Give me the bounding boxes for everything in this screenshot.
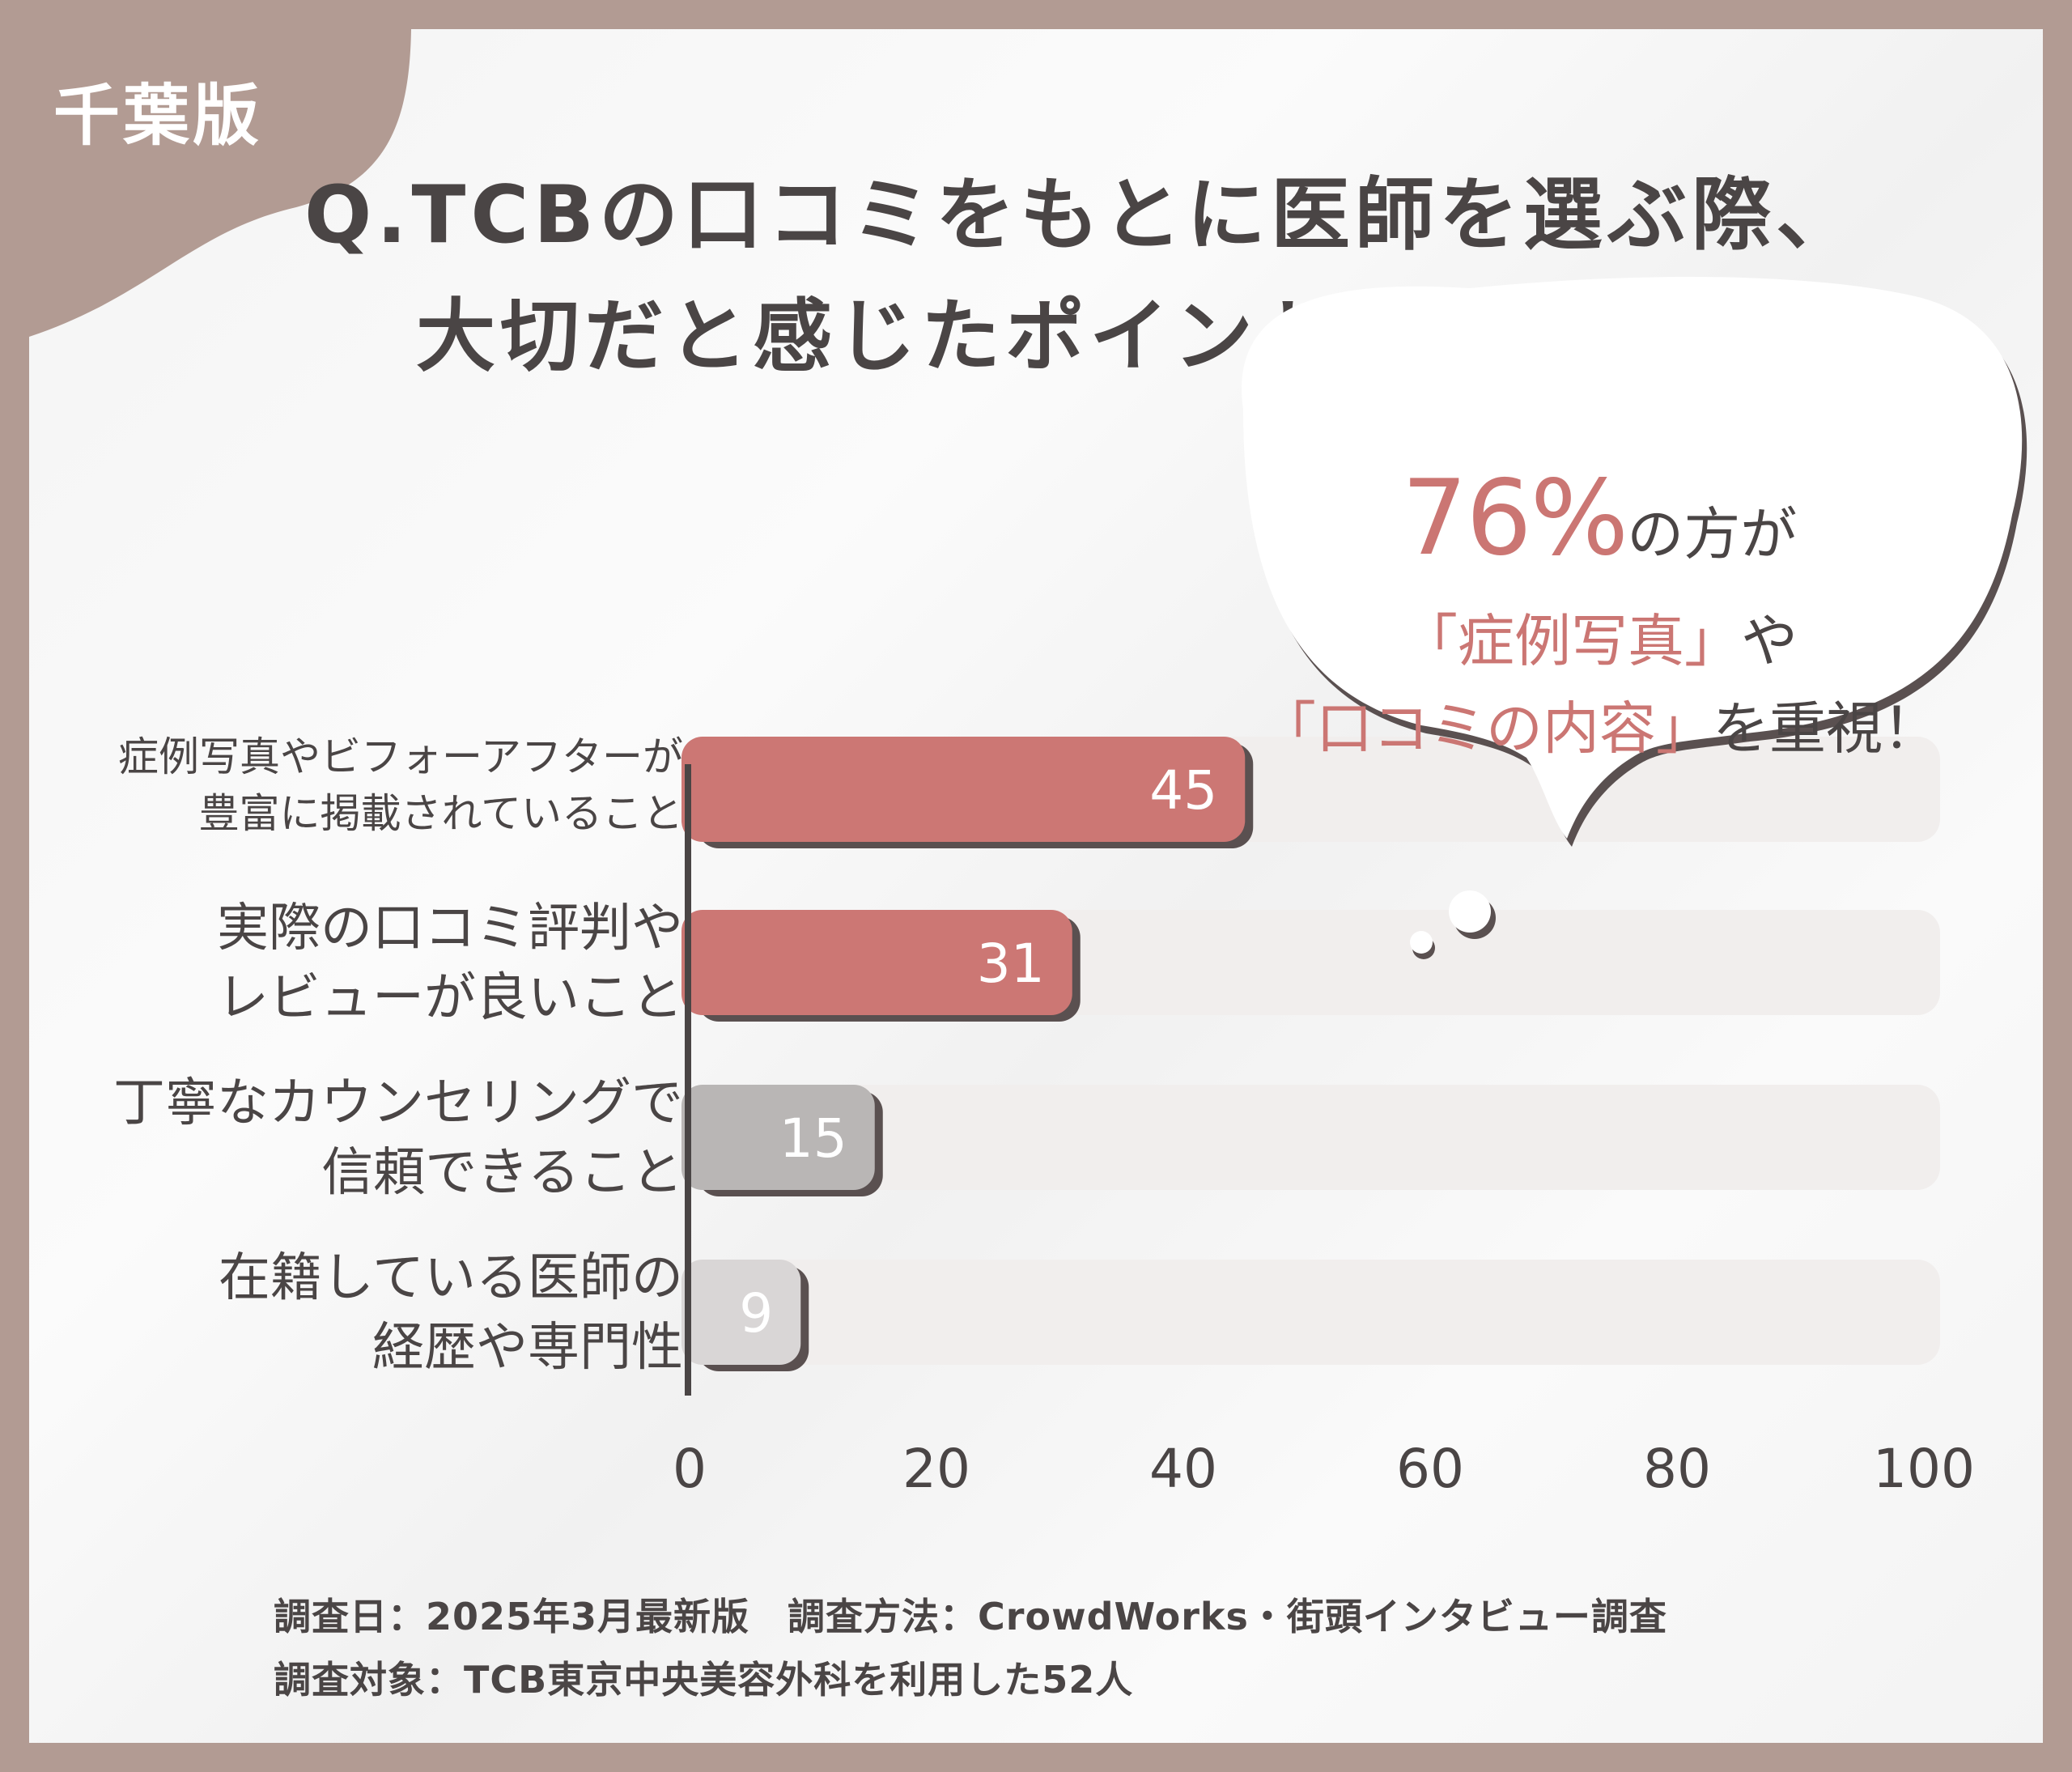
callout-line3: 「口コミの内容」を重視！ (1195, 683, 2004, 765)
y-axis-line (685, 764, 691, 1396)
bar-3 (681, 1260, 801, 1365)
bar-value-label-1: 31 (977, 933, 1045, 995)
x-tick-100: 100 (1873, 1438, 1975, 1500)
callout-line2: 「症例写真」や (1195, 596, 2004, 678)
bar-2 (681, 1085, 875, 1190)
callout-text-a: の方が (1627, 501, 1798, 567)
region-badge: 千葉版 (53, 78, 263, 155)
x-tick-60: 60 (1396, 1438, 1464, 1500)
x-tick-80: 80 (1643, 1438, 1711, 1500)
callout-quote-reviews: 「口コミの内容」 (1259, 695, 1713, 762)
callout-text-c: を重視！ (1713, 695, 1939, 762)
x-tick-20: 20 (902, 1438, 970, 1500)
bar-value-label-3: 9 (739, 1282, 773, 1345)
category-label-case-photos: 症例写真やビフォーアフターが 豊富に掲載されていること (118, 733, 683, 837)
bar-0 (681, 737, 1246, 842)
callout-text-b: や (1741, 608, 1798, 674)
category-label-reviews: 実際の口コミ評判や レビューが良いこと (217, 899, 683, 1028)
x-tick-0: 0 (673, 1438, 707, 1500)
bar-1 (681, 910, 1072, 1015)
bar-track-2 (690, 1085, 1940, 1190)
bar-track-3 (690, 1260, 1940, 1365)
corner-tab-shape (29, 29, 411, 337)
infographic-card: 千葉版 Q.TCBの口コミをもとに医師を選ぶ際、 大切だと感じたポイントは？ 4… (29, 29, 2043, 1743)
question-title-line1: Q.TCBの口コミをもとに医師を選ぶ際、 (304, 169, 1861, 261)
callout-percentage: 76% (1401, 458, 1628, 579)
survey-footnote-line2: 調査対象：TCB東京中央美容外科を利用した52人 (274, 1658, 1134, 1702)
category-label-counseling: 丁寧なカウンセリングで 信頼できること (113, 1073, 683, 1203)
callout-quote-photos: 「症例写真」 (1401, 608, 1741, 674)
callout-line1: 76%の方が (1195, 458, 2004, 579)
survey-footnote-line1: 調査日：2025年3月最新版 調査方法：CrowdWorks・街頭インタビュー調… (274, 1595, 1667, 1638)
category-label-doctor-career: 在籍している医師の 経歴や専門性 (218, 1248, 683, 1378)
bar-value-label-0: 45 (1149, 759, 1217, 822)
x-tick-40: 40 (1149, 1438, 1217, 1500)
speech-bubble (1242, 277, 2027, 959)
bar-value-label-2: 15 (779, 1107, 847, 1170)
